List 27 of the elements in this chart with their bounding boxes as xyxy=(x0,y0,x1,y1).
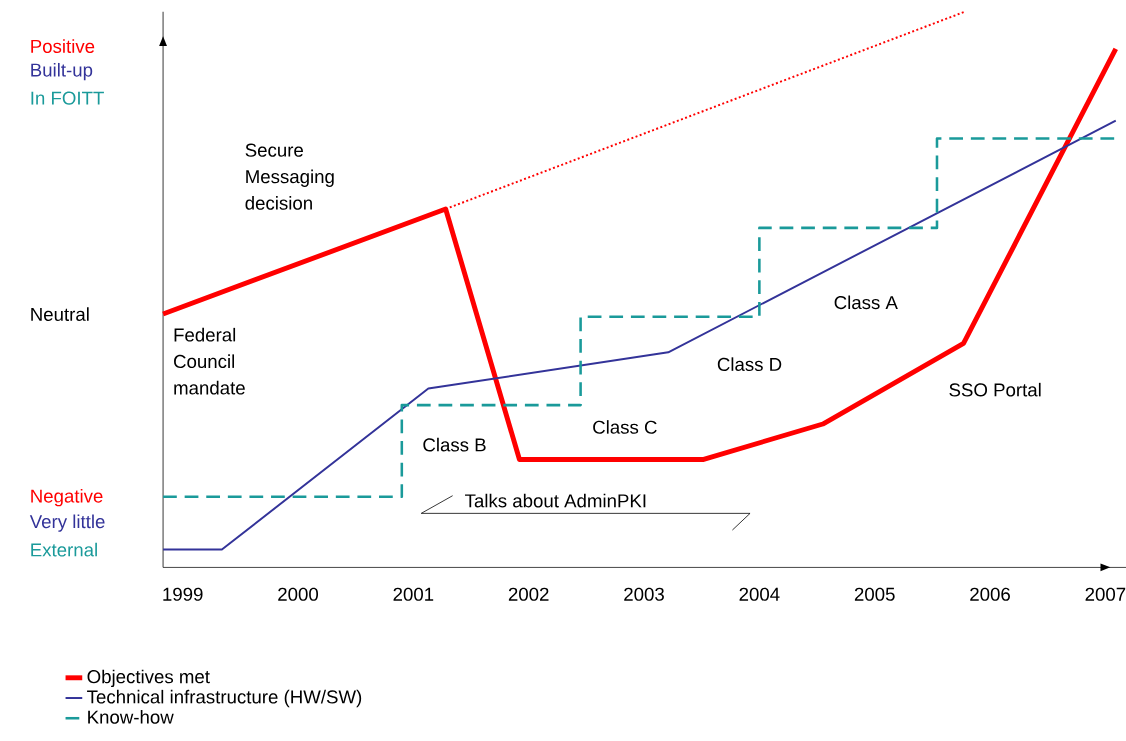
annotation: Class B xyxy=(423,437,486,452)
text: Neutral xyxy=(31,307,89,321)
x-tick-label: 2006 xyxy=(970,587,1010,601)
text: External xyxy=(31,542,97,557)
annotation: Class C xyxy=(593,420,657,434)
annotation: Talks about AdminPKI xyxy=(465,493,646,508)
x-tick-label: 2001 xyxy=(393,587,434,601)
x-tick-label: 1999 xyxy=(163,587,203,601)
annotation: Secure Messaging decision xyxy=(245,143,334,210)
text: Very little xyxy=(29,514,105,532)
text: Positive xyxy=(31,39,95,53)
annotation: Class D xyxy=(717,357,782,371)
legend-label: Technical infrastructure (HW/SW) xyxy=(87,689,362,708)
annotation: SSO Portal xyxy=(949,382,1041,397)
text: Negative xyxy=(31,488,103,507)
x-tick-label: 2005 xyxy=(854,587,895,601)
legend-label: Know-how xyxy=(88,710,174,724)
annotation: Class A xyxy=(834,295,898,310)
annotation: Federal Council mandate xyxy=(174,327,245,395)
legend-label: Objectives met xyxy=(87,669,210,687)
x-tick-label: 2007 xyxy=(1085,587,1126,601)
x-tick-label: 2003 xyxy=(624,587,664,601)
text: Built-up xyxy=(31,62,93,81)
x-tick-label: 2004 xyxy=(739,587,780,601)
x-tick-label: 2002 xyxy=(508,587,549,601)
x-tick-label: 2000 xyxy=(278,587,319,601)
text: In FOITT xyxy=(31,91,104,105)
